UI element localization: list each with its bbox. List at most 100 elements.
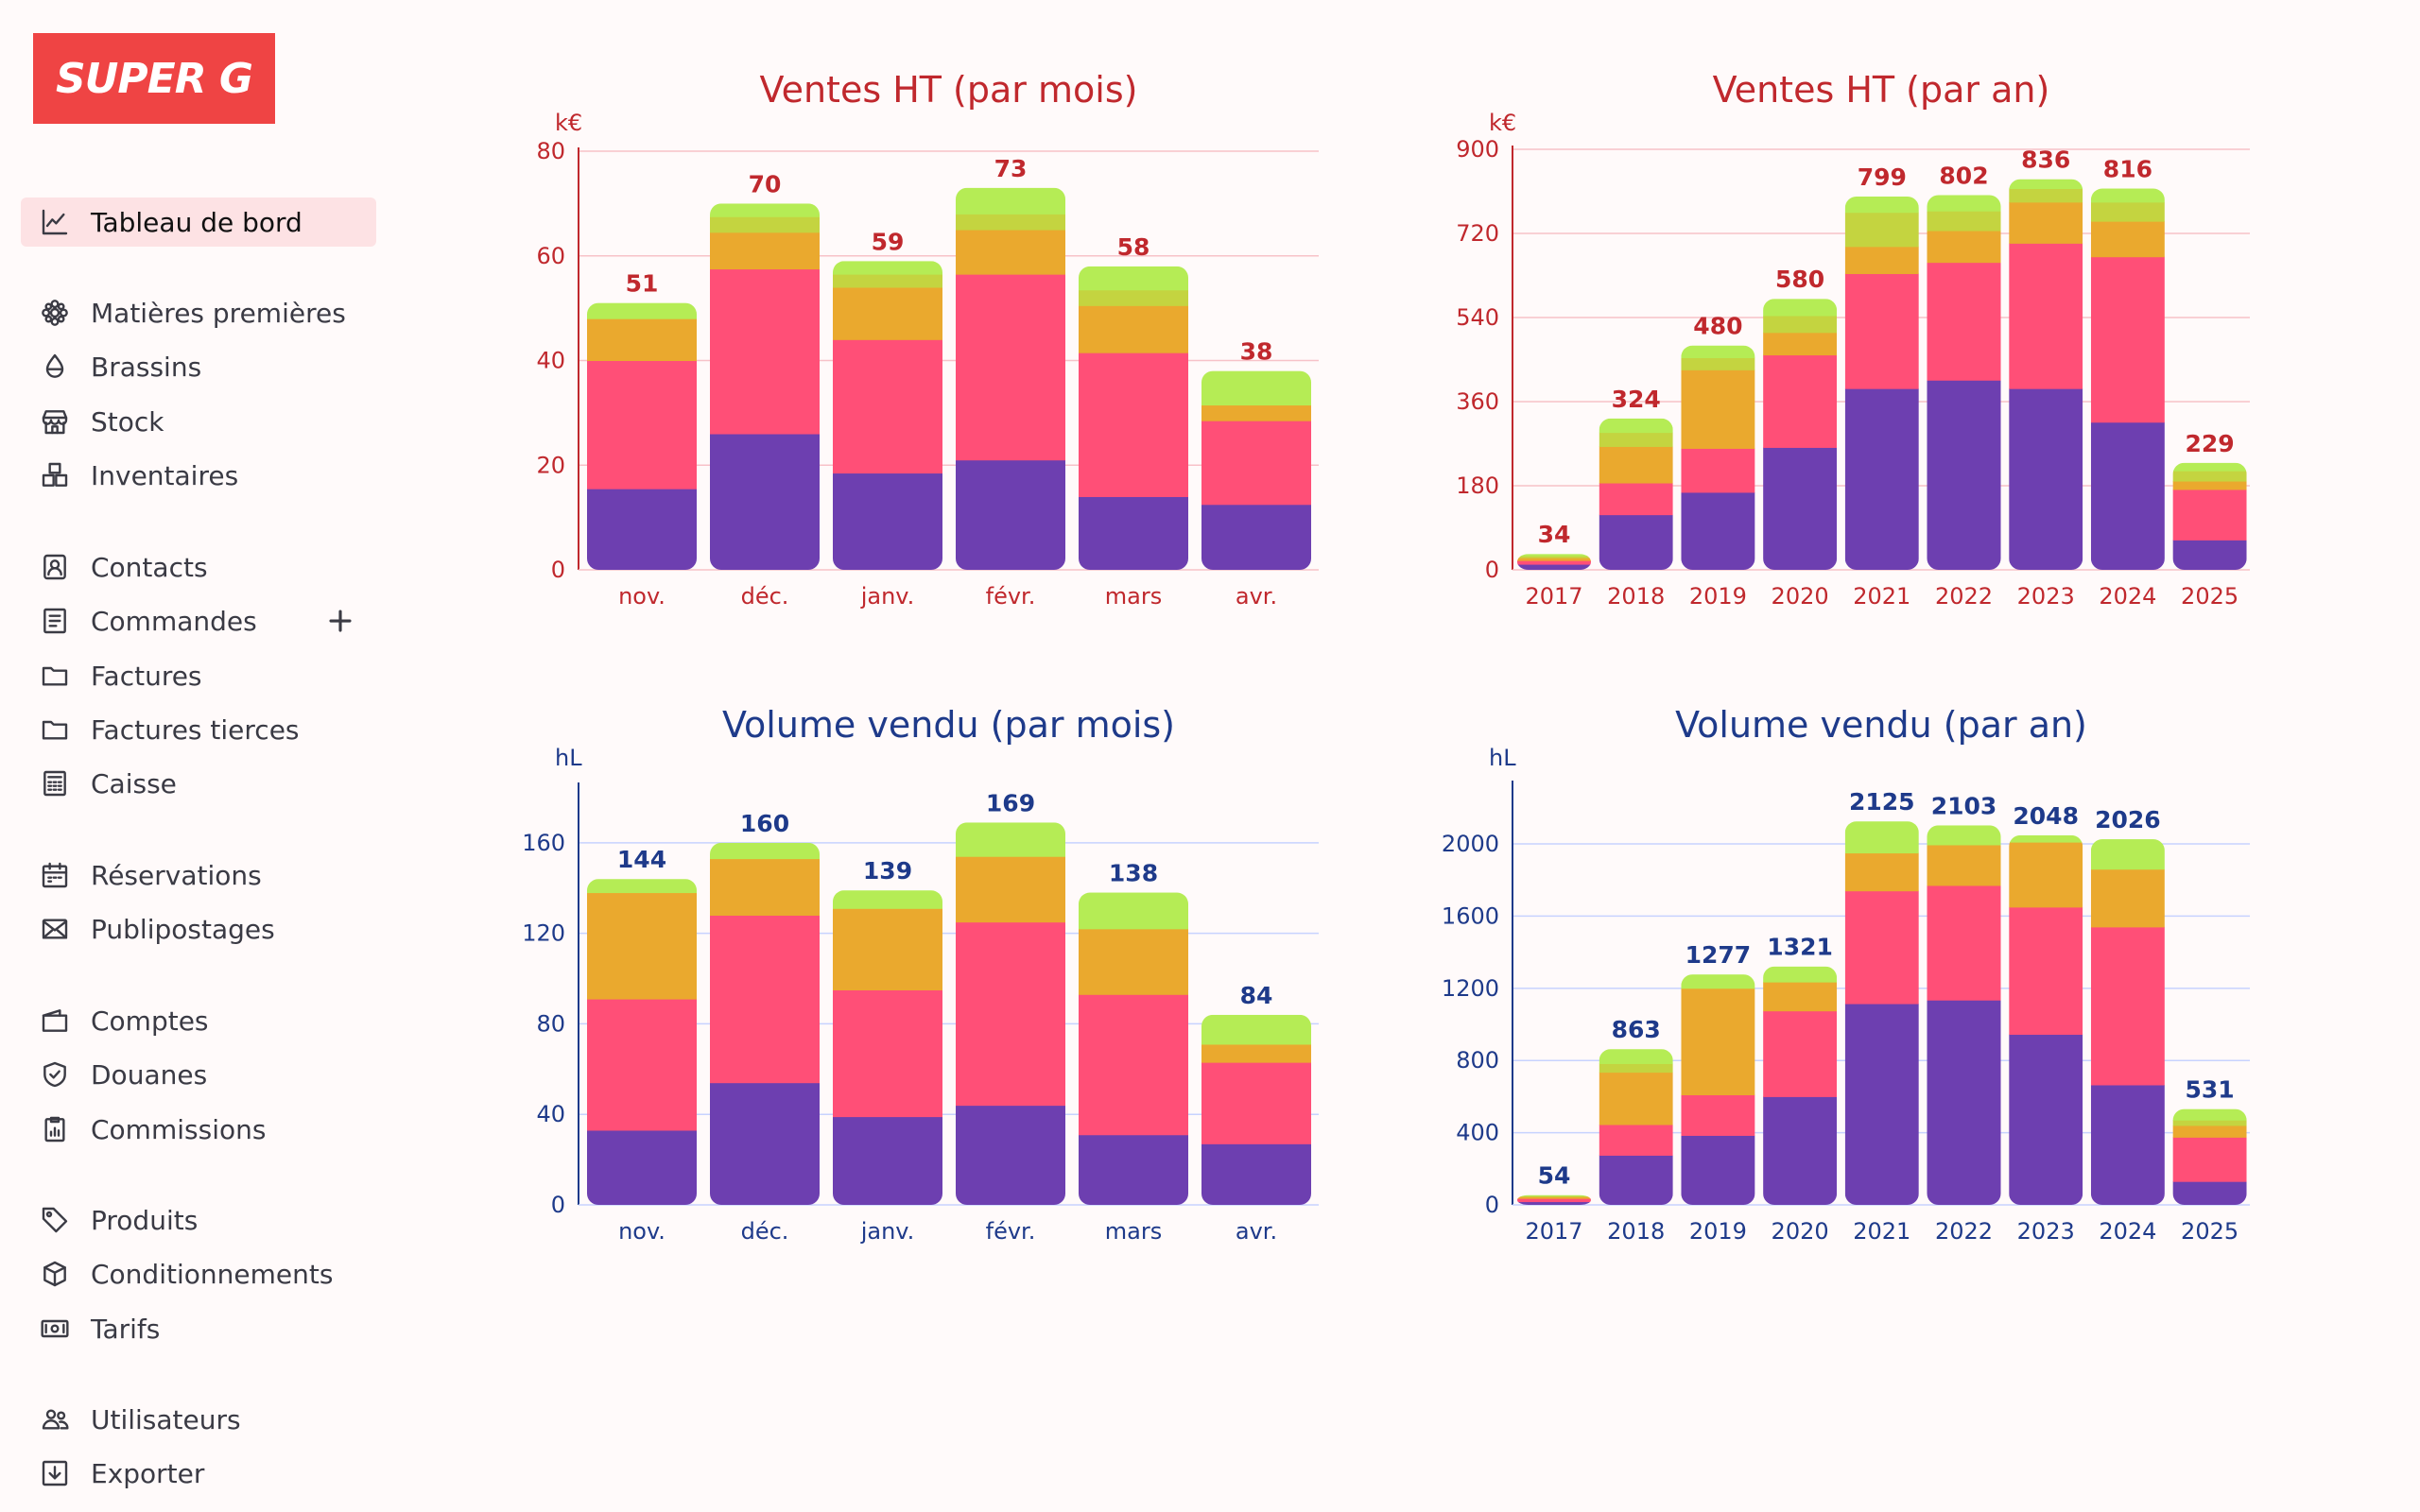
sidebar-item-label: Réservations	[91, 859, 262, 891]
bar-2023[interactable]	[2009, 834, 2083, 1206]
add-order-button[interactable]	[321, 602, 359, 640]
chart-volume-mois-svg: Volume vendu (par mois) hL 0 40 80 120 160 144 n…	[522, 704, 1319, 1245]
bar-segment	[1599, 418, 1673, 434]
bar-total-label: 580	[1775, 266, 1824, 293]
sidebar-item-produits[interactable]: Produits	[21, 1195, 376, 1245]
bar-segment	[1763, 1010, 1838, 1097]
bar-avr.[interactable]	[1201, 1014, 1311, 1206]
sidebar-item-factures-tierces[interactable]: Factures tierces	[21, 705, 376, 754]
sidebar-item-tableau-de-bord[interactable]: Tableau de bord	[21, 198, 376, 247]
bar-segment	[710, 1082, 820, 1205]
bar-2017[interactable]	[1517, 554, 1591, 571]
bar-déc.[interactable]	[710, 842, 820, 1206]
bar-2019[interactable]	[1681, 345, 1755, 571]
x-tick-label: 2017	[1525, 583, 1582, 610]
bar-2022[interactable]	[1927, 195, 2001, 570]
bar-segment	[1599, 1063, 1673, 1074]
bar-total-label: 799	[1858, 163, 1907, 191]
bar-segment	[1517, 1196, 1591, 1199]
bar-segment	[1844, 890, 1919, 1005]
bar-2018[interactable]	[1599, 1049, 1673, 1205]
bar-segment	[1927, 825, 2001, 846]
sidebar-item-comptes[interactable]: Comptes	[21, 996, 376, 1045]
bar-segment	[833, 908, 942, 991]
y-tick-label: 540	[1456, 304, 1499, 331]
sidebar-item-conditionnements[interactable]: Conditionnements	[21, 1249, 376, 1298]
bar-segment	[587, 302, 697, 319]
sidebar-item-reservations[interactable]: Réservations	[21, 850, 376, 900]
bar-mars[interactable]	[1079, 266, 1188, 571]
bar-févr.[interactable]	[956, 187, 1065, 571]
bar-2018[interactable]	[1599, 418, 1673, 571]
bar-segment	[1201, 370, 1311, 406]
calendar-icon	[38, 858, 72, 892]
bar-segment	[2172, 1120, 2247, 1126]
sidebar-item-commissions[interactable]: Commissions	[21, 1105, 376, 1154]
x-tick-label: 2022	[1935, 1218, 1993, 1245]
bar-nov.[interactable]	[587, 302, 697, 571]
sidebar-item-label: Douanes	[91, 1058, 208, 1091]
bar-2017[interactable]	[1517, 1194, 1591, 1206]
bar-2021[interactable]	[1844, 821, 1919, 1205]
sidebar-item-contacts[interactable]: Contacts	[21, 542, 376, 592]
sidebar-item-publipostages[interactable]: Publipostages	[21, 904, 376, 954]
bar-segment	[1079, 289, 1188, 306]
sidebar-item-stock[interactable]: Stock	[21, 397, 376, 446]
bar-segment	[1201, 504, 1311, 571]
bar-2020[interactable]	[1763, 966, 1838, 1206]
bar-segment	[1763, 354, 1838, 448]
bar-total-label: 84	[1240, 982, 1273, 1009]
x-tick-label: 2018	[1607, 583, 1665, 610]
bar-déc.[interactable]	[710, 203, 820, 570]
sidebar-item-factures[interactable]: Factures	[21, 651, 376, 700]
sidebar-item-douanes[interactable]: Douanes	[21, 1050, 376, 1099]
bar-segment	[1517, 554, 1591, 557]
bar-2020[interactable]	[1763, 299, 1838, 570]
bar-2024[interactable]	[2090, 839, 2165, 1205]
sidebar-item-utilisateurs[interactable]: Utilisateurs	[21, 1395, 376, 1444]
hop-icon	[38, 296, 72, 330]
bar-total-label: 70	[749, 170, 782, 198]
sidebar-item-matieres-premieres[interactable]: Matières premières	[21, 288, 376, 337]
sidebar-item-commandes[interactable]: Commandes	[21, 596, 376, 645]
bar-2025[interactable]	[2172, 462, 2247, 571]
sidebar-item-caisse[interactable]: Caisse	[21, 759, 376, 808]
banknote-icon	[38, 1312, 72, 1346]
bar-2025[interactable]	[2172, 1108, 2247, 1206]
bar-janv.[interactable]	[833, 890, 942, 1206]
bar-2021[interactable]	[1844, 196, 1919, 571]
chart-ventes-an: Ventes HT (par an) k€ 0 180 360 540 720 900 34 20…	[1409, 57, 2278, 624]
app-logo[interactable]: SUPER G	[33, 33, 275, 124]
bar-nov.[interactable]	[587, 879, 697, 1205]
bar-segment	[956, 187, 1065, 215]
bar-avr.[interactable]	[1201, 370, 1311, 571]
sidebar-item-inventaires[interactable]: Inventaires	[21, 451, 376, 500]
sidebar-item-tarifs[interactable]: Tarifs	[21, 1304, 376, 1353]
bar-2023[interactable]	[2009, 179, 2083, 571]
bar-segment	[1201, 1014, 1311, 1045]
bar-2022[interactable]	[1927, 825, 2001, 1206]
bar-segment	[1844, 388, 1919, 570]
bar-2019[interactable]	[1681, 974, 1755, 1205]
bar-segment	[1079, 1134, 1188, 1205]
x-tick-label: 2025	[2181, 583, 2238, 610]
bar-segment	[1927, 844, 2001, 886]
bar-segment	[1517, 564, 1591, 571]
sidebar-item-brassins[interactable]: Brassins	[21, 342, 376, 391]
bar-2024[interactable]	[2090, 188, 2165, 571]
bar-segment	[1681, 369, 1755, 449]
bar-segment	[956, 214, 1065, 231]
bar-segment	[1681, 345, 1755, 359]
bar-segment	[710, 434, 820, 570]
bar-janv.[interactable]	[833, 261, 942, 570]
bar-segment	[1599, 1049, 1673, 1064]
bar-segment	[1763, 982, 1838, 1012]
sidebar-item-exporter[interactable]: Exporter	[21, 1449, 376, 1498]
storefront-icon	[38, 404, 72, 438]
bar-segment	[1763, 299, 1838, 317]
bar-segment	[956, 1105, 1065, 1205]
bar-segment	[710, 268, 820, 435]
bar-févr.[interactable]	[956, 822, 1065, 1205]
bar-mars[interactable]	[1079, 892, 1188, 1206]
bar-segment	[2090, 256, 2165, 423]
